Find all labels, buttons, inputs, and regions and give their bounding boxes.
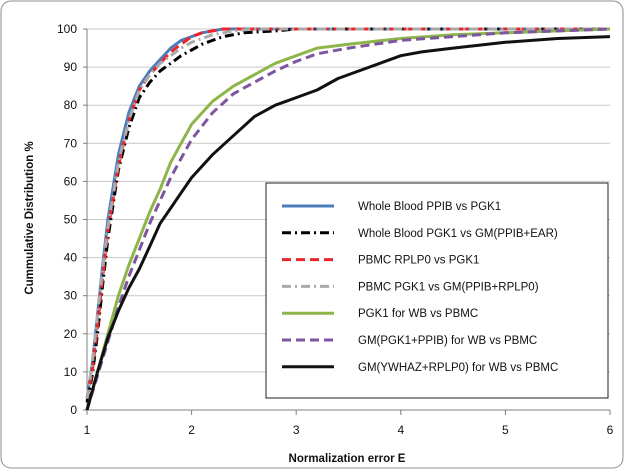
y-tick-label: 80 (64, 98, 78, 112)
y-tick-label: 90 (64, 60, 78, 74)
series-line-4 (85, 27, 610, 399)
series-line-6 (85, 27, 611, 411)
x-tick-label: 2 (188, 423, 195, 437)
x-tick-label: 3 (293, 423, 300, 437)
x-axis-title: Normalization error E (289, 453, 406, 465)
x-tick-label: 6 (607, 423, 614, 437)
x-tick-label: 5 (502, 423, 509, 437)
y-tick-label: 70 (64, 136, 78, 150)
axes: 0 10 20 30 40 50 60 70 80 90 100 1 2 3 4 5 6 (57, 22, 614, 437)
y-tick-label: 40 (64, 251, 78, 265)
series-line-5 (85, 27, 611, 411)
legend-label-6: GM(PGK1+PPIB) for WB vs PBMC (358, 335, 537, 347)
y-tick-label: 0 (70, 403, 77, 417)
legend-label-4: PBMC PGK1 vs GM(PPIB+RPLP0) (358, 281, 539, 293)
x-tick-label: 4 (397, 423, 404, 437)
series-lines (85, 27, 611, 411)
legend-box (265, 182, 609, 399)
legend-label-3: PBMC RPLP0 vs PGK1 (358, 255, 479, 267)
legend-label-5: PGK1 for WB vs PBMC (358, 308, 478, 320)
x-tick-label: 1 (84, 423, 91, 437)
y-tick-label: 10 (64, 365, 78, 379)
y-axis-title: Cummulative Distribution % (24, 141, 36, 294)
legend-label-7: GM(YWHAZ+RPLP0) for WB vs PBMC (358, 362, 558, 374)
y-tick-label: 50 (64, 213, 78, 227)
y-tick-label: 100 (57, 22, 77, 36)
y-tick-label: 30 (64, 289, 78, 303)
y-tick-label: 20 (64, 327, 78, 341)
y-tick-label: 60 (64, 174, 78, 188)
series-line-7 (85, 35, 611, 411)
legend-label-2: Whole Blood PGK1 vs GM(PPIB+EAR) (358, 228, 558, 240)
legend-label-1: Whole Blood PPIB vs PGK1 (358, 201, 501, 213)
legend: Whole Blood PPIB vs PGK1 Whole Blood PGK1… (265, 182, 609, 399)
series-line-3 (85, 27, 610, 399)
